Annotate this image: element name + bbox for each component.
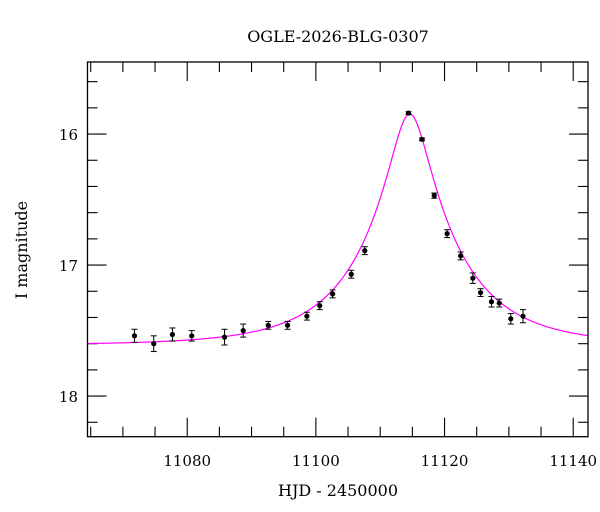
data-point <box>188 330 195 342</box>
point-marker <box>488 299 495 305</box>
data-point <box>150 335 157 353</box>
point-marker <box>362 248 368 254</box>
data-point <box>477 288 484 298</box>
data-point <box>284 320 291 330</box>
y-axis-label: I magnitude <box>12 201 31 299</box>
y-tick-label: 18 <box>59 388 78 406</box>
point-marker <box>304 313 310 319</box>
point-marker <box>477 289 484 296</box>
point-marker <box>151 341 157 347</box>
data-point <box>431 192 438 199</box>
data-point <box>329 289 336 299</box>
data-point <box>131 328 138 343</box>
x-tick-label: 11100 <box>292 452 340 470</box>
point-marker <box>520 313 526 319</box>
data-point <box>520 309 527 324</box>
point-marker <box>470 275 476 281</box>
point-marker <box>221 334 228 340</box>
chart-title: OGLE-2026-BLG-0307 <box>247 27 429 46</box>
point-marker <box>240 327 246 334</box>
axis-ticks <box>87 62 588 437</box>
x-tick-label: 11120 <box>421 452 469 470</box>
data-point <box>361 246 368 256</box>
data-point <box>240 323 247 338</box>
data-point <box>488 296 495 308</box>
data-point <box>265 320 272 330</box>
point-marker <box>265 322 271 328</box>
data-point <box>444 229 451 239</box>
point-marker <box>348 271 354 277</box>
point-marker <box>317 303 323 309</box>
data-point <box>457 251 464 261</box>
y-tick-label: 16 <box>59 126 78 144</box>
y-tick-label: 17 <box>59 257 78 275</box>
tick-labels: 11080 11100 11120 11140 16 17 18 <box>59 126 597 470</box>
point-marker <box>508 316 514 322</box>
data-point <box>507 313 514 325</box>
point-marker <box>131 333 138 339</box>
point-marker <box>458 253 464 259</box>
point-marker <box>444 231 450 237</box>
model-curve <box>87 113 588 345</box>
point-marker <box>284 322 291 328</box>
x-tick-label: 11140 <box>549 452 597 470</box>
x-axis-label: HJD - 2450000 <box>278 481 398 500</box>
point-marker <box>189 333 195 339</box>
data-point <box>303 311 310 321</box>
data-point <box>419 136 426 142</box>
point-marker <box>330 291 336 297</box>
point-marker <box>169 331 176 338</box>
data-point <box>221 328 228 346</box>
plot-frame <box>86 61 589 438</box>
point-marker <box>496 300 502 306</box>
data-point <box>348 269 355 279</box>
x-tick-label: 11080 <box>163 452 211 470</box>
point-marker <box>405 110 412 116</box>
data-point <box>169 327 176 342</box>
data-points <box>131 110 527 353</box>
data-point <box>469 272 476 284</box>
data-point <box>496 298 503 308</box>
point-marker <box>419 136 425 142</box>
data-point <box>405 110 412 116</box>
point-marker <box>431 193 437 199</box>
data-point <box>316 301 323 311</box>
